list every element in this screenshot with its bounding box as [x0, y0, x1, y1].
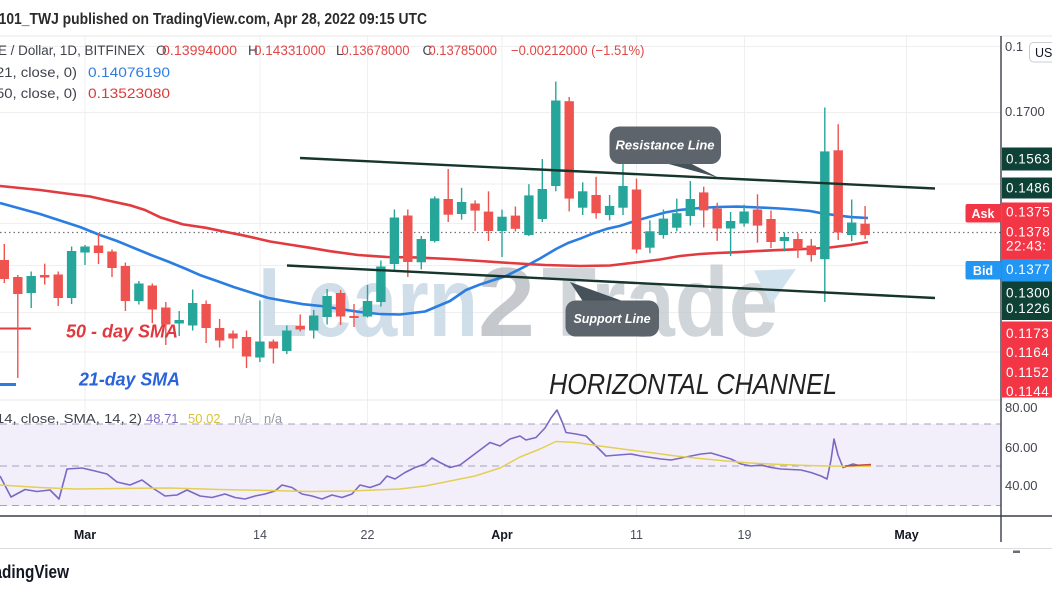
svg-text:t101_TWJ published on TradingV: t101_TWJ published on TradingView.com, A… — [0, 11, 427, 28]
svg-text:0.14076190: 0.14076190 — [88, 65, 170, 80]
svg-text:0.13994000: 0.13994000 — [162, 43, 237, 58]
svg-text:0.1: 0.1 — [1005, 39, 1023, 54]
svg-text:50 - day SMA: 50 - day SMA — [66, 321, 178, 342]
svg-text:21, close, 0): 21, close, 0) — [0, 65, 77, 80]
svg-text:HORIZONTAL CHANNEL: HORIZONTAL CHANNEL — [549, 369, 837, 401]
svg-text:21-day SMA: 21-day SMA — [78, 369, 180, 390]
svg-text:0.14331000: 0.14331000 — [254, 43, 326, 58]
svg-text:0.1144: 0.1144 — [1006, 384, 1049, 399]
svg-text:0.1486: 0.1486 — [1006, 181, 1050, 196]
svg-text:0.13523080: 0.13523080 — [88, 86, 170, 101]
svg-text:40.00: 40.00 — [1005, 478, 1038, 493]
svg-text:Mar: Mar — [74, 528, 96, 542]
svg-text:Support Line: Support Line — [573, 312, 650, 326]
svg-text:22: 22 — [361, 528, 375, 542]
svg-text:E / Dollar, 1D, BITFINEX: E / Dollar, 1D, BITFINEX — [0, 43, 145, 58]
svg-text:0.1173: 0.1173 — [1006, 326, 1049, 341]
svg-text:19: 19 — [738, 528, 752, 542]
svg-text:USD: USD — [1035, 46, 1052, 60]
svg-text:0.1226: 0.1226 — [1006, 301, 1050, 316]
svg-text:0.1375: 0.1375 — [1006, 205, 1050, 220]
svg-text:50, close, 0): 50, close, 0) — [0, 86, 77, 101]
svg-text:0.1300: 0.1300 — [1006, 286, 1050, 301]
svg-text:n/a: n/a — [234, 411, 253, 426]
svg-text:May: May — [894, 528, 918, 542]
svg-text:n/a: n/a — [264, 411, 283, 426]
svg-text:TradingView: TradingView — [0, 562, 70, 582]
svg-text:0.13785000: 0.13785000 — [429, 43, 498, 58]
svg-text:0.1152: 0.1152 — [1006, 365, 1049, 380]
svg-text:0.1563: 0.1563 — [1006, 152, 1050, 167]
svg-text:Resistance Line: Resistance Line — [616, 138, 715, 153]
svg-text:14, close, SMA, 14, 2): 14, close, SMA, 14, 2) — [0, 411, 142, 426]
svg-text:50.02: 50.02 — [188, 411, 221, 426]
svg-text:60.00: 60.00 — [1005, 440, 1038, 455]
svg-text:Apr: Apr — [491, 528, 513, 542]
svg-text:0.1378: 0.1378 — [1006, 225, 1050, 240]
svg-text:0.1164: 0.1164 — [1006, 345, 1049, 360]
svg-text:48.71: 48.71 — [146, 411, 179, 426]
svg-text:80.00: 80.00 — [1005, 400, 1038, 415]
svg-text:0.1377: 0.1377 — [1006, 262, 1050, 277]
svg-text:14: 14 — [253, 528, 267, 542]
svg-text:22:43:: 22:43: — [1006, 239, 1047, 254]
svg-text:Bid: Bid — [973, 264, 993, 278]
svg-text:−0.00212000 (−1.51%): −0.00212000 (−1.51%) — [511, 43, 645, 58]
svg-text:0.1700: 0.1700 — [1005, 104, 1045, 119]
svg-text:Ask: Ask — [972, 207, 995, 221]
svg-text:11: 11 — [630, 528, 643, 542]
svg-text:0.13678000: 0.13678000 — [342, 43, 410, 58]
